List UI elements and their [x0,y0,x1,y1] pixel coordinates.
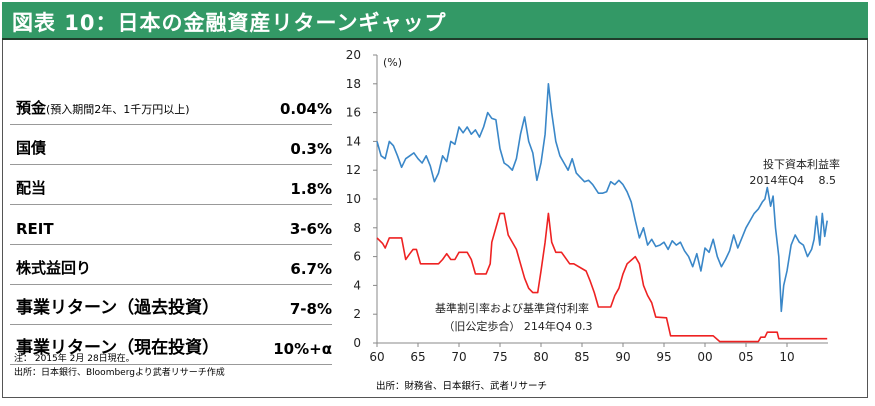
x-tick-label: 70 [451,350,466,364]
y-tick-label: 8 [353,221,361,235]
x-tick-label: 80 [533,350,548,364]
returns-table: 預金(預入期間2年、1千万円以上) 0.04% 国債 0.3% 配当 1.8% … [10,85,332,365]
row-label: REIT [16,220,54,238]
row-value: 0.3% [290,140,332,158]
returns-row-business-current: 事業リターン（現在投資） 10%+α [10,325,332,365]
row-label: 株式益回り [16,259,92,277]
x-tick-label: 60 [369,350,384,364]
row-label: 事業リターン（現在投資） [16,338,220,358]
x-tick-label: 05 [738,350,753,364]
annotation-rate: （旧公定歩合） 214年Q4 0.3 [443,319,592,333]
returns-row-dividend: 配当 1.8% [10,165,332,205]
chart-axes: 0 2 4 6 8 10 12 14 16 18 20 60 65 70 75 80 85 90 95 00 05 10 (… [346,48,828,364]
chart-annotations: 投下資本利益率 2014年Q4 8.5 基準割引率および基準貸付利率 （旧公定歩合） … [435,157,840,333]
row-value: 10%+α [273,340,332,358]
y-tick-label: 4 [353,278,361,292]
annotation-rate: 基準割引率および基準貸付利率 [435,301,589,315]
y-axis-unit-label: (%) [383,56,402,69]
y-tick-label: 6 [353,250,361,264]
x-tick-label: 85 [574,350,589,364]
returns-row-jgb: 国債 0.3% [10,125,332,165]
x-tick-label: 95 [656,350,671,364]
row-value: 0.04% [279,100,332,118]
source-left: 出所：日本銀行、Bloombergより武者リサーチ作成 [14,368,225,378]
annotation-roic: 2014年Q4 8.5 [749,173,836,187]
notes: 注： 2015年 2月 28日現在。 出所：日本銀行、Bloombergより武者… [14,352,225,380]
figure-frame [2,2,868,398]
returns-row-business-past: 事業リターン（過去投資） 7-8% [10,285,332,325]
y-tick-label: 14 [346,134,361,148]
title-bar: 図表 10：日本の金融資産リターンギャップ [2,2,868,40]
y-tick-label: 12 [346,163,361,177]
x-tick-label: 90 [615,350,630,364]
note-text: 注： 2015年 2月 28日現在。 [14,354,135,364]
row-value: 7-8% [289,300,332,318]
x-tick-label: 75 [492,350,507,364]
y-tick-label: 20 [346,48,361,62]
row-label-main: 預金 [16,99,47,117]
annotation-roic: 投下資本利益率 [763,157,840,171]
x-tick-label: 00 [697,350,712,364]
y-tick-label: 0 [353,336,361,350]
y-tick-label: 18 [346,77,361,91]
row-label: 事業リターン（過去投資） [16,298,220,318]
x-tick-label: 65 [410,350,425,364]
row-value: 1.8% [290,180,332,198]
chart-series [376,83,828,343]
row-value: 3-6% [289,220,332,238]
x-tick-label: 10 [779,350,794,364]
y-tick-label: 16 [346,106,361,120]
series-line-roic [376,83,828,313]
source-right: 出所：財務省、日本銀行、武者リサーチ [376,381,548,392]
y-tick-label: 10 [346,192,361,206]
returns-row-earnings-yield: 株式益回り 6.7% [10,245,332,285]
returns-row-reit: REIT 3-6% [10,205,332,245]
returns-row-deposit: 預金(預入期間2年、1千万円以上) 0.04% [10,85,332,125]
y-tick-label: 2 [353,307,361,321]
row-label: 配当 [16,179,47,197]
row-label: 国債 [16,139,47,157]
series-line-rate [376,212,828,343]
figure-title: 図表 10：日本の金融資産リターンギャップ [12,11,447,35]
row-sublabel: (預入期間2年、1千万円以上) [46,103,190,116]
row-label: 預金(預入期間2年、1千万円以上) [16,97,190,118]
row-value: 6.7% [290,260,332,278]
